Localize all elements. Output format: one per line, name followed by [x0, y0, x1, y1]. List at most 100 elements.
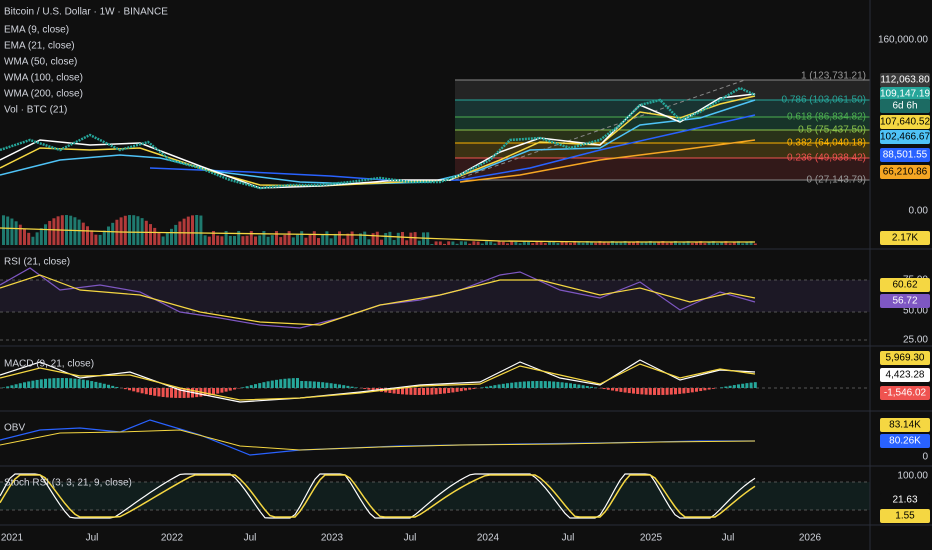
price-tag-box — [880, 87, 930, 101]
macd-hist-bar — [548, 381, 551, 388]
volume-bar — [577, 242, 581, 245]
volume-bar — [44, 224, 47, 245]
time-label: 2023 — [321, 533, 344, 544]
time-label: Jul — [244, 533, 257, 544]
indicator-legend: Vol · BTC (21) — [4, 105, 67, 116]
volume-bar — [648, 241, 652, 245]
volume-bar — [674, 241, 677, 245]
time-label: 2026 — [799, 533, 822, 544]
volume-bar — [455, 243, 459, 245]
volume-bar — [35, 232, 39, 245]
macd-hist-bar — [48, 378, 52, 388]
fib-label: 0.236 (49,938.42) — [787, 153, 866, 164]
macd-hist-bar — [606, 388, 610, 390]
macd-hist-bar — [296, 378, 299, 388]
volume-bar — [174, 224, 178, 245]
price-tag: 5,969.30 — [886, 353, 925, 364]
volume-bar — [384, 233, 388, 245]
volume-bar — [270, 235, 274, 245]
volume-bar — [275, 231, 278, 245]
price-tag-box — [880, 130, 930, 144]
price-tag: 4,423.28 — [886, 370, 925, 381]
macd-hist-bar — [489, 385, 493, 388]
fib-label: 0.618 (86,834.82) — [787, 112, 866, 123]
macd-hist-bar — [98, 382, 102, 388]
macd-hist-bar — [300, 381, 304, 388]
macd-hist-bar — [325, 382, 329, 388]
price-candles — [0, 86, 756, 190]
macd-hist-bar — [724, 386, 728, 388]
time-label: Jul — [404, 533, 417, 544]
volume-bar — [186, 216, 190, 245]
macd-hist-bar — [573, 383, 577, 388]
indicator-legend: EMA (21, close) — [4, 41, 75, 52]
macd-hist-bar — [480, 387, 484, 388]
macd-hist-bar — [52, 378, 56, 388]
time-label: Jul — [562, 533, 575, 544]
price-tag-box — [880, 493, 930, 507]
volume-bar — [640, 242, 644, 245]
volume-bar — [2, 215, 5, 245]
volume-bar — [632, 242, 635, 245]
macd-hist-bar — [564, 382, 568, 388]
volume-bar — [472, 241, 476, 245]
obv-ma — [0, 429, 756, 451]
symbol-title: Bitcoin / U.S. Dollar · 1W · BINANCE — [4, 7, 168, 18]
macd-hist-bar — [329, 383, 333, 388]
macd-hist-bar — [350, 386, 354, 388]
stoch-levels — [0, 481, 870, 511]
price-tag-box — [880, 231, 930, 245]
macd-hist-bar — [405, 388, 409, 395]
volume-bar — [464, 241, 467, 245]
macd-hist-bar — [619, 388, 623, 392]
price-tag: -1,546.02 — [884, 388, 927, 399]
price-tag: 83.14K — [889, 420, 921, 431]
volume-bar — [543, 243, 547, 245]
volume-bar — [392, 240, 396, 245]
volume-bar — [283, 234, 287, 245]
time-label: 2024 — [477, 533, 500, 544]
macd-hist-bar — [245, 386, 249, 388]
volume-bar — [371, 233, 375, 245]
price-tag: 88,501.55 — [883, 150, 928, 161]
macd-hist-bar — [363, 388, 367, 389]
volume-bar — [501, 241, 505, 245]
macd-hist-bar — [636, 388, 640, 395]
volume-bar — [254, 236, 257, 245]
volume-bar — [493, 243, 497, 245]
macd-hist-bar — [745, 383, 749, 388]
macd-hist-bar — [640, 388, 644, 395]
volume-bar — [753, 243, 757, 245]
macd-hist-bar — [392, 388, 396, 394]
macd-hist-bar — [186, 388, 190, 398]
volume-bar — [745, 241, 749, 245]
macd-hist-bar — [157, 388, 161, 397]
macd-hist-bar — [161, 388, 165, 397]
macd-hist-bar — [233, 388, 236, 390]
indicator-legend: WMA (100, close) — [4, 73, 83, 84]
macd-hist-bar — [464, 388, 467, 391]
macd-hist-bar — [254, 384, 257, 388]
macd-hist-bar — [720, 387, 724, 388]
volume-bar — [333, 233, 337, 245]
macd-hist-bar — [535, 381, 539, 388]
volume-bar — [468, 243, 472, 245]
pane-title: RSI (21, close) — [4, 257, 70, 268]
macd-hist-bar — [674, 388, 677, 395]
macd-hist-bar — [686, 388, 690, 393]
macd-hist-bar — [149, 388, 152, 396]
macd-hist-bar — [279, 379, 283, 388]
volume-bar — [535, 241, 539, 245]
volume-bar — [86, 226, 89, 245]
volume-bar — [77, 219, 81, 245]
volume-bar — [207, 236, 211, 245]
macd-hist-bar — [123, 388, 127, 390]
macd-hist-bar — [27, 381, 31, 388]
volume-ma — [0, 227, 755, 243]
macd-hist-bar — [409, 388, 413, 395]
volume-bar — [136, 216, 140, 245]
macd-hist-bar — [39, 379, 43, 388]
price-tag-box — [880, 99, 930, 113]
indicator-legend: EMA (9, close) — [4, 25, 69, 36]
volume-bar — [569, 242, 572, 245]
